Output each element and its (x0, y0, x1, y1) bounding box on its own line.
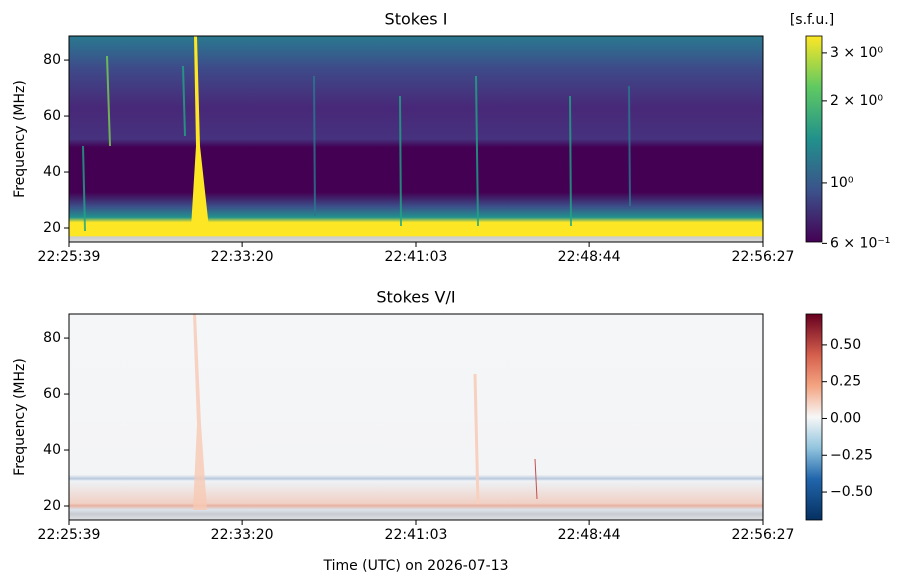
spectrogram (69, 314, 763, 520)
y-tick-label: 60 (43, 108, 61, 124)
x-tick-label: 22:56:27 (732, 527, 795, 543)
y-tick-label: 60 (43, 386, 61, 402)
colorbar-tick-label: −0.25 (830, 447, 873, 463)
x-tick-label: 22:41:03 (385, 527, 448, 543)
colorbar-tick-label: 0.25 (830, 374, 861, 390)
colorbar-tick-label: 0.00 (830, 410, 861, 426)
colorbar (805, 35, 823, 243)
y-tick-label: 40 (43, 442, 61, 458)
x-tick-label: 22:48:44 (558, 249, 621, 265)
y-tick-label: 20 (43, 498, 61, 514)
x-tick-label: 22:48:44 (558, 527, 621, 543)
y-tick-label: 20 (43, 220, 61, 236)
colorbar-tick-label: 6 × 10⁻¹ (830, 235, 890, 251)
x-tick-label: 22:25:39 (38, 527, 101, 543)
colorbar-tick-label: 2 × 10⁰ (830, 93, 883, 109)
colorbar-tick-label: 0.50 (830, 337, 861, 353)
y-tick-label: 80 (43, 330, 61, 346)
x-tick-label: 22:41:03 (385, 249, 448, 265)
colorbar-tick-label: 3 × 10⁰ (830, 45, 883, 61)
colorbar-label: [s.f.u.] (790, 12, 834, 28)
x-tick-label: 22:56:27 (732, 249, 795, 265)
spectrogram (69, 36, 763, 242)
colorbar (805, 313, 823, 521)
y-tick-label: 40 (43, 164, 61, 180)
x-tick-label: 22:33:20 (211, 527, 274, 543)
y-axis-label: Frequency (MHz) (12, 80, 28, 198)
colorbar-tick-label: −0.50 (830, 484, 873, 500)
y-tick-label: 80 (43, 52, 61, 68)
x-tick-label: 22:25:39 (38, 249, 101, 265)
y-axis-label: Frequency (MHz) (12, 358, 28, 476)
x-tick-label: 22:33:20 (211, 249, 274, 265)
x-axis-label: Time (UTC) on 2026-07-13 (322, 558, 508, 574)
panel-title: Stokes I (385, 10, 448, 29)
panel-title: Stokes V/I (376, 288, 455, 307)
colorbar-tick-label: 10⁰ (830, 175, 854, 191)
